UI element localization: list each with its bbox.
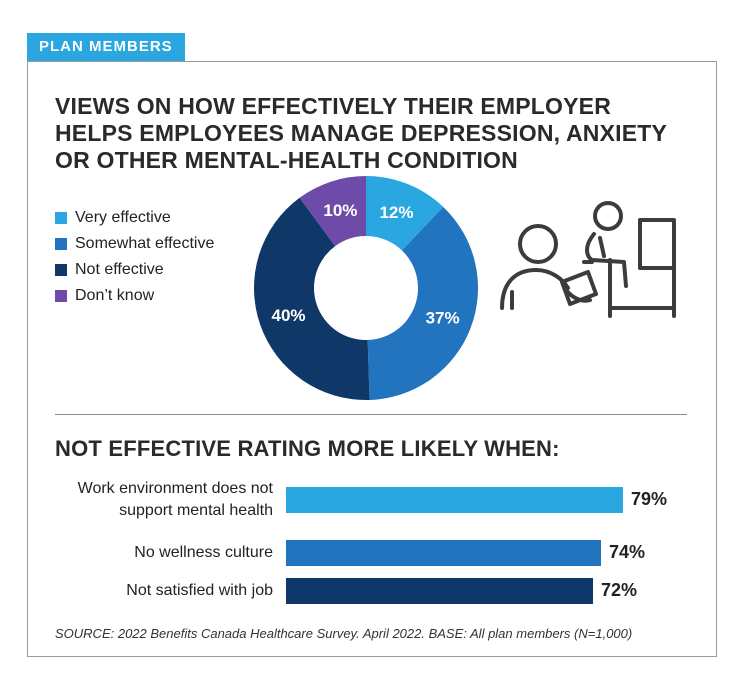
bars-title: NOT EFFECTIVE RATING MORE LIKELY WHEN: [55, 436, 560, 461]
counselling-session-icon [500, 201, 676, 318]
bar-category-label-line: Work environment does not [77, 480, 273, 497]
legend-item-somewhat-effective: Somewhat effective [55, 231, 255, 257]
donut-slice [254, 197, 370, 400]
donut-slice-label: 40% [271, 306, 305, 325]
donut-slice [299, 176, 366, 247]
source-note: SOURCE: 2022 Benefits Canada Healthcare … [55, 626, 633, 641]
chart-frame [27, 61, 717, 657]
chart-title: VIEWS ON HOW EFFECTIVELY THEIR EMPLOYER … [55, 93, 667, 173]
bar-value-label: 79% [631, 489, 668, 509]
donut-slice-label: 12% [379, 203, 413, 222]
section-divider [55, 414, 687, 415]
legend-item-dont-know: Don’t know [55, 283, 255, 309]
legend-label: Not effective [75, 261, 164, 278]
bar [286, 487, 623, 513]
donut-legend: Very effective Somewhat effective Not ef… [55, 205, 255, 309]
bar-category-label: No wellness culture [134, 542, 273, 564]
bar-category-label-line: support mental health [119, 502, 273, 519]
bar [286, 578, 593, 604]
legend-label: Very effective [75, 209, 171, 226]
legend-label: Somewhat effective [75, 235, 215, 252]
donut-slice-label: 10% [323, 201, 357, 220]
donut-chart: 12% 37% 40% 10% [254, 176, 478, 400]
bar-category-label: Not satisfied with job [126, 580, 273, 602]
bar-value-label: 74% [609, 542, 646, 562]
donut-slice-label: 37% [426, 308, 460, 327]
legend-swatch [55, 238, 67, 250]
legend-label: Don’t know [75, 287, 155, 304]
legend-item-very-effective: Very effective [55, 205, 255, 231]
legend-swatch [55, 212, 67, 224]
section-tag: PLAN MEMBERS [27, 33, 185, 61]
bar-category-label: Work environment does not support mental … [78, 478, 273, 522]
donut-slice [366, 176, 444, 251]
bar-category-label-line: No wellness culture [134, 544, 273, 561]
bar [286, 540, 601, 566]
legend-swatch [55, 290, 67, 302]
donut-slice [367, 206, 478, 400]
legend-swatch [55, 264, 67, 276]
bar-category-label-line: Not satisfied with job [126, 582, 273, 599]
bar-value-label: 72% [601, 580, 638, 600]
legend-item-not-effective: Not effective [55, 257, 255, 283]
